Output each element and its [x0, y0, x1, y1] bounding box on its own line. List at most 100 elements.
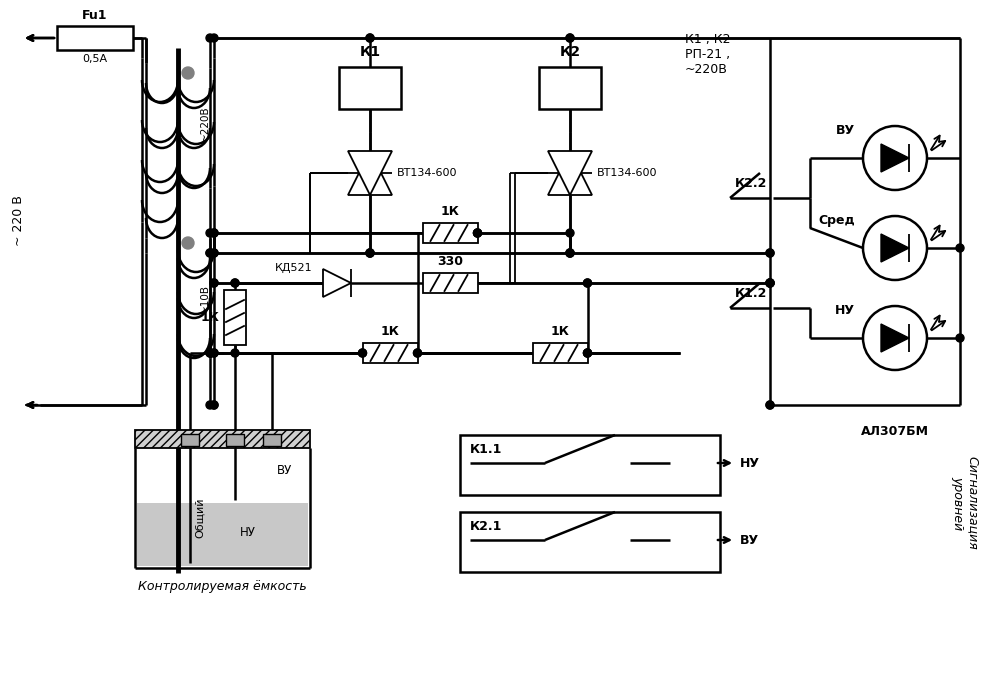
Circle shape — [584, 349, 592, 357]
Text: К1.1: К1.1 — [470, 443, 502, 456]
Circle shape — [206, 349, 214, 357]
Circle shape — [366, 249, 374, 257]
Circle shape — [366, 249, 374, 257]
Text: Сред: Сред — [818, 213, 855, 226]
Polygon shape — [548, 151, 592, 195]
Text: НУ: НУ — [240, 526, 256, 539]
Circle shape — [566, 249, 574, 257]
Circle shape — [584, 349, 592, 357]
Bar — [423, 273, 478, 293]
Circle shape — [766, 279, 774, 287]
Text: ~10В: ~10В — [200, 283, 210, 312]
Text: НУ: НУ — [740, 457, 760, 469]
Circle shape — [956, 334, 964, 342]
Text: ~ 220 В: ~ 220 В — [12, 195, 25, 246]
Text: К1: К1 — [359, 45, 381, 59]
Circle shape — [359, 349, 367, 357]
Circle shape — [766, 249, 774, 257]
Circle shape — [366, 249, 374, 257]
Circle shape — [414, 349, 422, 357]
Circle shape — [766, 401, 774, 409]
Polygon shape — [323, 269, 351, 297]
Text: НУ: НУ — [835, 303, 855, 316]
Text: 330: 330 — [437, 255, 463, 268]
Polygon shape — [881, 144, 909, 172]
Text: АЛ307БМ: АЛ307БМ — [861, 425, 929, 438]
Circle shape — [474, 229, 482, 237]
Circle shape — [863, 126, 927, 190]
Polygon shape — [348, 151, 392, 195]
Circle shape — [366, 34, 374, 42]
Text: Общий: Общий — [195, 497, 205, 538]
Circle shape — [210, 249, 218, 257]
Bar — [135, 430, 310, 448]
Polygon shape — [348, 151, 392, 195]
Circle shape — [766, 279, 774, 287]
Bar — [181, 434, 199, 446]
Bar — [57, 26, 133, 50]
Circle shape — [210, 401, 218, 409]
Bar — [460, 435, 720, 495]
Circle shape — [210, 349, 218, 357]
Polygon shape — [548, 151, 592, 195]
Circle shape — [766, 279, 774, 287]
Bar — [224, 290, 246, 345]
Circle shape — [206, 349, 214, 357]
Circle shape — [863, 306, 927, 370]
Circle shape — [766, 279, 774, 287]
Circle shape — [210, 229, 218, 237]
Text: К1 , К2
РП-21 ,
~220В: К1 , К2 РП-21 , ~220В — [685, 33, 730, 76]
Circle shape — [206, 229, 214, 237]
Circle shape — [766, 401, 774, 409]
Text: Сигнализация
уровней: Сигнализация уровней — [951, 456, 979, 550]
Polygon shape — [881, 324, 909, 352]
Bar — [339, 67, 401, 109]
Text: ВУ: ВУ — [836, 124, 855, 136]
Circle shape — [210, 279, 218, 287]
Text: К2.2: К2.2 — [735, 177, 767, 190]
Text: 1К: 1К — [551, 325, 569, 338]
Circle shape — [566, 249, 574, 257]
Bar — [460, 512, 720, 572]
Circle shape — [474, 229, 482, 237]
Circle shape — [956, 244, 964, 252]
Circle shape — [414, 349, 422, 357]
Circle shape — [231, 349, 239, 357]
Text: 1К: 1К — [441, 205, 459, 218]
Bar — [532, 343, 588, 363]
Text: КД521: КД521 — [274, 263, 312, 273]
Circle shape — [210, 279, 218, 287]
Circle shape — [863, 216, 927, 280]
Circle shape — [359, 349, 367, 357]
Text: ВУ: ВУ — [277, 464, 292, 477]
Polygon shape — [881, 234, 909, 262]
Bar — [263, 434, 281, 446]
Text: К1.2: К1.2 — [735, 287, 767, 300]
Circle shape — [206, 249, 214, 257]
Text: ~220В: ~220В — [200, 105, 210, 141]
Text: 1К: 1К — [200, 311, 219, 324]
Circle shape — [366, 34, 374, 42]
Circle shape — [182, 237, 194, 249]
Circle shape — [766, 249, 774, 257]
Circle shape — [584, 279, 592, 287]
Bar — [226, 434, 244, 446]
Bar — [363, 343, 418, 363]
Circle shape — [584, 279, 592, 287]
Circle shape — [566, 229, 574, 237]
Circle shape — [231, 279, 239, 287]
Text: Fu1: Fu1 — [82, 9, 108, 22]
Circle shape — [474, 229, 482, 237]
Circle shape — [210, 249, 218, 257]
Circle shape — [566, 249, 574, 257]
Circle shape — [210, 401, 218, 409]
Text: Контролируемая ёмкость: Контролируемая ёмкость — [138, 580, 307, 593]
Text: ВТ134-600: ВТ134-600 — [597, 168, 658, 178]
Text: 1К: 1К — [381, 325, 399, 338]
Circle shape — [566, 34, 574, 42]
Circle shape — [206, 34, 214, 42]
Circle shape — [210, 34, 218, 42]
Text: 0,5А: 0,5А — [82, 54, 108, 64]
Bar — [137, 503, 308, 566]
Circle shape — [210, 229, 218, 237]
